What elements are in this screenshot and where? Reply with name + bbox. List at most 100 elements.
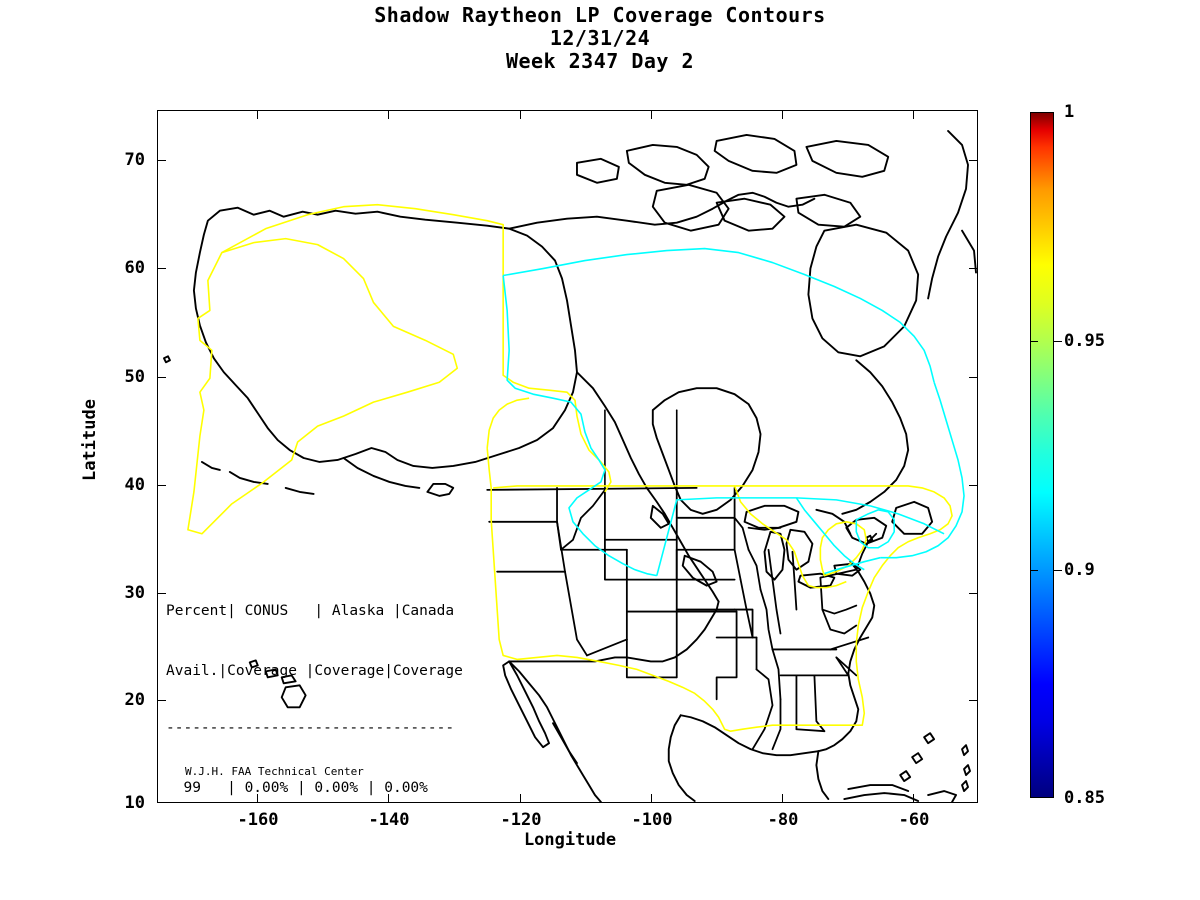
credit-text: W.J.H. FAA Technical Center WAAS Test Te… — [185, 739, 364, 802]
canada-north-coast — [508, 191, 816, 230]
state-mn-wi — [733, 516, 750, 551]
mexico-east-coast — [667, 714, 696, 802]
colorbar-label-1: 1 — [1064, 102, 1075, 122]
ytick-mark-right-20 — [969, 700, 978, 701]
xtick-mark-neg120 — [520, 794, 521, 803]
xtick-label-neg140: -140 — [368, 810, 410, 830]
lesser-antilles-1 — [961, 744, 969, 757]
stats-separator-rule: --------------------------------- — [166, 720, 455, 736]
us-east-coast — [817, 560, 876, 753]
title-line-2: 12/31/24 — [549, 26, 651, 50]
greenland-coastline-2 — [961, 229, 977, 274]
ytick-mark-right-50 — [969, 377, 978, 378]
colorbar-label-0-9: 0.9 — [1064, 560, 1095, 580]
ytick-label-70: 70 — [124, 150, 145, 170]
credit-line-1: W.J.H. FAA Technical Center — [185, 765, 364, 778]
canada-contour-lakes — [795, 497, 865, 571]
arctic-islands-6 — [795, 193, 862, 228]
state-al-ga — [813, 674, 826, 733]
hispaniola — [927, 790, 957, 802]
xtick-mark-top-neg100 — [651, 110, 652, 119]
state-ar-ms — [771, 648, 782, 701]
xtick-mark-top-neg120 — [520, 110, 521, 119]
state-ia-wi-il — [747, 548, 762, 591]
map-plot-area[interactable]: Percent| CONUS | Alaska |Canada Avail.|C… — [157, 110, 978, 803]
arctic-islands-1 — [625, 143, 710, 186]
ytick-label-30: 30 — [124, 583, 145, 603]
victoria-island — [651, 183, 730, 232]
lake-superior — [743, 504, 800, 529]
colorbar-tick-left-0-9 — [1030, 570, 1038, 571]
vancouver-island — [681, 554, 718, 587]
coverage-stats-table: Percent| CONUS | Alaska |Canada Avail.|C… — [166, 561, 463, 802]
baja-california — [502, 660, 550, 749]
bahamas-2 — [911, 752, 924, 765]
ytick-mark-60 — [157, 268, 166, 269]
colorbar-label-0-85: 0.85 — [1064, 788, 1105, 808]
state-la-ms — [771, 698, 782, 751]
xtick-label-neg80: -80 — [767, 810, 799, 830]
arctic-islands-2 — [713, 133, 798, 174]
canada-contour-se — [824, 556, 881, 575]
canada-contour-alaska-seam — [502, 275, 657, 577]
hawaii-bigisland — [280, 684, 307, 709]
canada-contour-north — [503, 247, 935, 383]
state-id-or — [556, 520, 566, 573]
state-sc-ga — [835, 656, 850, 677]
alaska-contour-panhandle — [502, 275, 612, 493]
bahamas-3 — [923, 732, 936, 745]
ytick-label-40: 40 — [124, 475, 145, 495]
coastline-layer — [163, 129, 977, 802]
state-oh-pa — [819, 576, 824, 611]
cuba-island — [843, 792, 920, 802]
greenland-coastline — [927, 129, 969, 300]
lake-huron — [785, 528, 814, 571]
alaska-coastline — [192, 206, 578, 469]
state-va-nc — [829, 636, 870, 651]
xtick-mark-neg100 — [651, 794, 652, 803]
lesser-antilles-2 — [963, 764, 971, 777]
colorbar-tick-left-0-95 — [1030, 341, 1038, 342]
xtick-mark-top-neg160 — [257, 110, 258, 119]
border-49th — [486, 487, 698, 491]
ytick-mark-right-30 — [969, 593, 978, 594]
florida-peninsula — [815, 750, 830, 800]
conus-contour-polygon — [486, 447, 953, 733]
alaska-peninsula — [342, 457, 421, 489]
xtick-mark-neg80 — [782, 794, 783, 803]
arctic-islands-3 — [805, 139, 890, 178]
state-ks-mo — [733, 608, 754, 639]
alaska-contour-north — [221, 203, 504, 276]
queen-charlotte — [649, 504, 670, 529]
colorbar[interactable] — [1030, 112, 1054, 798]
yellow-ne-edge — [808, 580, 847, 589]
state-in-oh — [791, 550, 798, 611]
alaska-contour-polygon — [187, 237, 459, 535]
state-pa-ny — [819, 568, 858, 579]
canada-contour-east — [880, 381, 965, 559]
state-il-in — [767, 548, 782, 635]
alaska-panhandle — [576, 371, 648, 489]
us-state-borders — [486, 487, 878, 751]
title-line-1: Shadow Raytheon LP Coverage Contours — [374, 3, 826, 27]
state-pa-wv-md — [821, 604, 858, 615]
state-ca-nv — [564, 570, 588, 657]
stats-header-row-2: Avail.|Coverage |Coverage|Coverage — [166, 663, 463, 679]
bahamas-1 — [899, 770, 912, 783]
lake-michigan — [763, 530, 786, 581]
ytick-mark-30 — [157, 593, 166, 594]
us-west-coast — [508, 600, 720, 663]
ytick-mark-right-60 — [969, 268, 978, 269]
aleutian-islands-2 — [284, 486, 315, 495]
xtick-mark-top-neg60 — [913, 110, 914, 119]
hawaii-maui — [280, 674, 297, 685]
canada-coverage-contour-cyan — [502, 247, 965, 577]
xtick-mark-neg160 — [257, 794, 258, 803]
aleutian-islands — [228, 471, 269, 485]
bermuda-dot — [865, 534, 874, 543]
arctic-islands-4 — [576, 157, 620, 184]
map-canvas — [163, 129, 977, 802]
gulf-coast — [679, 714, 820, 757]
colorbar-label-0-95: 0.95 — [1064, 331, 1105, 351]
stats-header-row-1: Percent| CONUS | Alaska |Canada — [166, 603, 455, 619]
